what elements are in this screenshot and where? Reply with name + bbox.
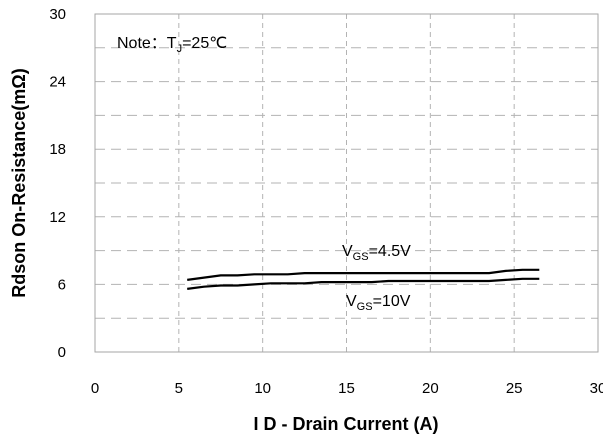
label-45-main: V bbox=[342, 243, 353, 260]
series-line-vgs-4-5v bbox=[187, 268, 540, 281]
note-prefix: Note：T bbox=[117, 35, 177, 52]
label-10-main: V bbox=[346, 293, 357, 310]
series-lines bbox=[187, 268, 540, 290]
series-label-vgs-10v: VGS=10V bbox=[346, 293, 411, 313]
y-tick-label: 6 bbox=[58, 276, 66, 293]
y-tick-label: 30 bbox=[49, 6, 66, 23]
series-line-vgs-10v bbox=[187, 277, 540, 290]
note-annotation: Note：TJ=25℃ bbox=[117, 35, 227, 55]
x-tick-label: 15 bbox=[338, 380, 355, 397]
y-tick-label: 0 bbox=[58, 344, 66, 361]
x-tick-label: 25 bbox=[506, 380, 523, 397]
y-tick-label: 18 bbox=[49, 141, 66, 158]
label-45-subscript: GS bbox=[353, 251, 369, 263]
y-tick-label: 24 bbox=[49, 74, 66, 91]
label-10-value: =10V bbox=[373, 293, 411, 310]
series-label-vgs-4-5v: VGS=4.5V bbox=[342, 243, 411, 263]
note-suffix: =25℃ bbox=[182, 35, 227, 52]
tick-labels: 0 5 10 15 20 25 30 0 6 12 18 24 30 bbox=[49, 6, 603, 397]
note-subscript: J bbox=[177, 43, 183, 55]
y-axis-title: Rdson On-Resistance(mΩ) bbox=[9, 68, 29, 297]
x-tick-label: 20 bbox=[422, 380, 439, 397]
grid-lines bbox=[95, 14, 598, 352]
plot-area-border bbox=[94, 13, 599, 353]
y-tick-label: 12 bbox=[49, 209, 66, 226]
label-45-value: =4.5V bbox=[369, 243, 412, 260]
x-tick-label: 10 bbox=[254, 380, 271, 397]
x-tick-label: 30 bbox=[590, 380, 603, 397]
label-10-subscript: GS bbox=[357, 301, 373, 313]
x-tick-label: 0 bbox=[91, 380, 99, 397]
x-axis-title: I D - Drain Current (A) bbox=[253, 414, 438, 434]
x-tick-label: 5 bbox=[175, 380, 183, 397]
